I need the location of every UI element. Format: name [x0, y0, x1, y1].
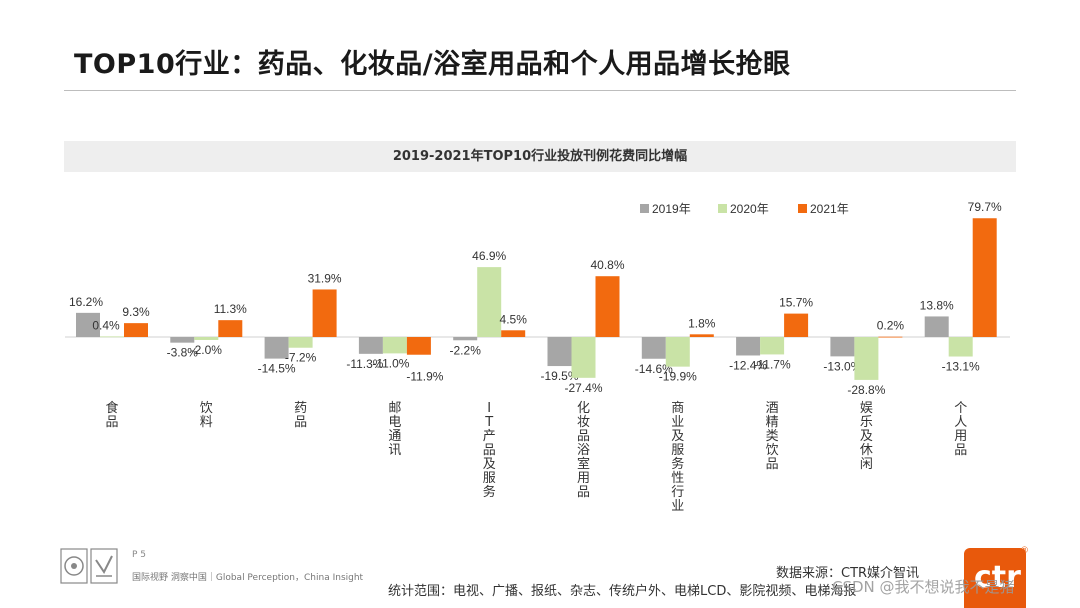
bar-2021年-邮电通讯 [406, 337, 431, 355]
category-label: 邮电通讯 [388, 401, 401, 458]
bar-2019年-药品 [264, 337, 289, 359]
data-label: 16.2% [69, 295, 103, 309]
data-label: -13.0% [823, 359, 861, 373]
bar-2021年-IT产品及服务 [501, 330, 526, 337]
bar-2021年-娱乐及休闲 [878, 336, 903, 338]
category-label: 个人用品 [954, 401, 967, 458]
data-label: 4.5% [500, 312, 528, 326]
page-title: TOP10行业：药品、化妆品/浴室用品和个人用品增长抢眼 [74, 49, 791, 80]
csdn-watermark: CSDN @我不想说我不是猪 [832, 578, 1015, 596]
data-label: 15.7% [779, 296, 813, 310]
data-label: 0.2% [877, 319, 905, 333]
data-label: -19.5% [540, 369, 578, 383]
category-label: 酒精类饮品 [766, 401, 779, 472]
category-label: 食品 [105, 400, 118, 430]
bar-2019年-IT产品及服务 [453, 337, 478, 341]
category-label: 商业及服务性行业 [671, 401, 684, 514]
bar-2020年-娱乐及休闲 [854, 337, 879, 380]
data-label: 13.8% [920, 298, 954, 312]
title-divider [64, 90, 1016, 91]
data-label: -11.9% [406, 370, 443, 384]
bar-2019年-化妆品/浴室用品 [547, 337, 572, 367]
chart-title-band [64, 141, 1016, 172]
bar-2020年-药品 [288, 337, 313, 348]
data-label: 0.4% [92, 318, 120, 332]
legend-swatch-2020年 [718, 204, 727, 213]
bar-2021年-食品 [124, 323, 148, 337]
bar-2019年-食品 [76, 312, 100, 337]
page-number: P 5 [132, 550, 147, 560]
data-label: 46.9% [472, 249, 506, 263]
legend-swatch-2021年 [798, 204, 807, 213]
bar-2019年-娱乐及休闲 [830, 337, 855, 357]
ctr-logo-icon [964, 548, 1026, 608]
legend-swatch-2019年 [640, 204, 649, 213]
data-label: -3.8% [167, 346, 199, 360]
data-label: -12.4% [729, 358, 767, 372]
data-label: -28.8% [847, 383, 885, 397]
bar-2021年-商业及服务性行业 [689, 334, 714, 337]
data-source: 数据来源：CTR媒介智讯 [776, 566, 920, 581]
data-label: -11.0% [372, 356, 409, 370]
data-label: -11.7% [754, 357, 791, 371]
registered-mark: ® [1020, 546, 1029, 556]
footer-tagline: 国际视野 洞察中国｜Global Perception，China Insigh… [132, 573, 364, 583]
category-label: 药品 [294, 401, 307, 430]
bar-2020年-饮料 [194, 337, 219, 340]
bar-2019年-邮电通讯 [358, 337, 383, 354]
bar-2019年-个人用品 [924, 316, 949, 337]
bar-2019年-商业及服务性行业 [641, 337, 666, 359]
data-label: -19.9% [659, 370, 697, 384]
certification-logos-icon [60, 548, 120, 584]
category-label: 化妆品浴室用品 [577, 401, 590, 500]
bar-2019年-酒精类饮品 [736, 337, 761, 356]
bar-2021年-药品 [312, 289, 337, 337]
data-label: -13.1% [942, 360, 980, 374]
bar-2020年-化妆品/浴室用品 [571, 337, 596, 378]
bar-2020年-IT产品及服务 [477, 267, 502, 337]
data-label: 79.7% [968, 200, 1002, 214]
legend-label: 2020年 [730, 202, 769, 216]
data-label: 9.3% [122, 305, 150, 319]
data-label: -2.0% [191, 343, 223, 357]
statistics-scope: 统计范围：电视、广播、报纸、杂志、传统户外、电梯LCD、影院视频、电梯海报 [388, 584, 857, 599]
bar-2020年-个人用品 [948, 337, 973, 357]
category-label: 娱乐及休闲 [860, 401, 873, 472]
data-label: -11.3% [346, 357, 383, 371]
bar-2020年-食品 [100, 336, 124, 338]
data-label: 40.8% [590, 258, 624, 272]
data-label: -14.5% [258, 362, 296, 376]
chart-title: 2019-2021年TOP10行业投放刊例花费同比增幅 [392, 149, 688, 164]
data-label: -27.4% [564, 381, 602, 395]
bar-2019年-饮料 [170, 337, 195, 343]
bar-2020年-邮电通讯 [382, 337, 407, 354]
data-label: -2.2% [450, 343, 482, 357]
data-label: -7.2% [285, 351, 317, 365]
category-label: I T 产品及服务 [483, 401, 496, 500]
bar-2021年-化妆品/浴室用品 [595, 276, 620, 337]
category-label: 饮料 [200, 401, 213, 430]
data-label: -14.6% [635, 362, 673, 376]
legend-label: 2021年 [810, 202, 849, 216]
data-label: 31.9% [308, 271, 342, 285]
bar-2021年-酒精类饮品 [784, 313, 809, 337]
data-label: 1.8% [688, 316, 716, 330]
bar-2021年-饮料 [218, 320, 243, 337]
footer-branding: P 5 国际视野 洞察中国｜Global Perception，China In… [60, 548, 380, 588]
bar-2021年-个人用品 [972, 218, 997, 337]
legend-label: 2019年 [652, 202, 691, 216]
data-label: 11.3% [214, 302, 247, 316]
bar-2020年-商业及服务性行业 [665, 337, 690, 367]
ctr-logo-text: ctr [974, 560, 1021, 595]
bar-2020年-酒精类饮品 [760, 337, 785, 355]
